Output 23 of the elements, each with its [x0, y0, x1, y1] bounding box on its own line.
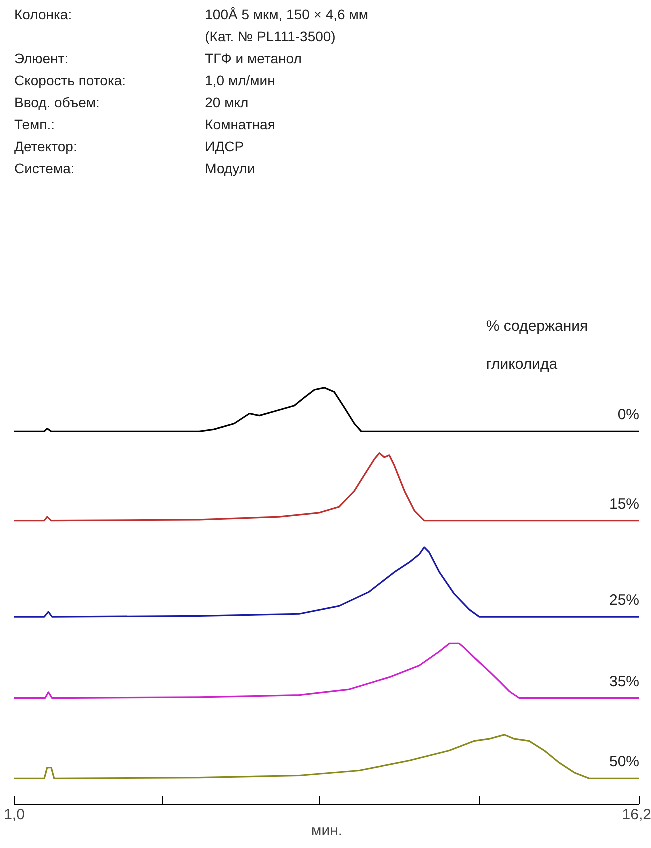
series-label: 0%	[618, 406, 640, 424]
text: Ввод. объем:	[14, 94, 100, 110]
text: % содержания гликолида	[486, 318, 588, 373]
series-label: 35%	[609, 673, 640, 690]
x-tick-label: 16,2	[622, 806, 651, 824]
text: Система:	[14, 160, 75, 176]
text: ТГФ и метанол	[205, 50, 302, 66]
text: Скорость потока:	[14, 72, 126, 88]
text: Модули	[205, 160, 256, 176]
series-label: 15%	[609, 496, 640, 513]
text: Детектор:	[14, 138, 78, 154]
x-tick-label: 1,0	[4, 806, 25, 824]
series-label: 25%	[609, 592, 640, 610]
text: 20 мкл	[205, 94, 249, 110]
text: ИДСР	[205, 138, 244, 154]
text: Колонка:	[14, 6, 72, 22]
series-label: 50%	[609, 754, 640, 771]
text: Элюент:	[14, 50, 69, 66]
text: Темп.:	[14, 116, 56, 132]
text: Комнатная	[205, 116, 276, 132]
text: 100Å 5 мкм, 150 × 4,6 мм (Кат. № PL111-3500)	[205, 6, 368, 44]
x-axis-title: мин.	[311, 822, 343, 840]
text: 1,0 мл/мин	[205, 72, 276, 88]
